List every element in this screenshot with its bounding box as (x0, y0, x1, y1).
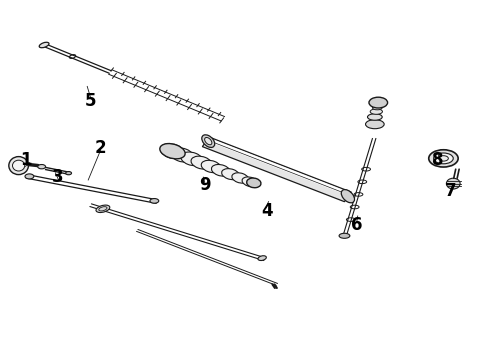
Text: 6: 6 (351, 216, 363, 234)
Ellipse shape (369, 97, 388, 108)
Ellipse shape (39, 42, 49, 48)
Ellipse shape (171, 148, 194, 162)
Ellipse shape (366, 120, 384, 129)
Text: 2: 2 (95, 139, 106, 157)
Ellipse shape (258, 256, 267, 261)
Ellipse shape (9, 157, 28, 175)
Ellipse shape (429, 150, 458, 167)
Ellipse shape (201, 160, 221, 173)
Ellipse shape (25, 174, 34, 179)
Ellipse shape (181, 152, 203, 166)
Ellipse shape (221, 168, 240, 180)
Ellipse shape (370, 109, 383, 114)
Text: 9: 9 (199, 176, 211, 194)
Ellipse shape (439, 156, 448, 161)
Text: 8: 8 (432, 151, 443, 169)
Ellipse shape (191, 156, 212, 169)
Text: 4: 4 (261, 202, 273, 220)
Ellipse shape (96, 205, 110, 212)
Ellipse shape (66, 171, 72, 175)
Ellipse shape (150, 198, 159, 203)
Ellipse shape (160, 144, 185, 159)
Text: 3: 3 (52, 168, 64, 186)
Text: 1: 1 (20, 151, 31, 169)
Ellipse shape (205, 138, 212, 145)
Ellipse shape (13, 160, 24, 171)
Ellipse shape (341, 190, 355, 203)
Ellipse shape (160, 144, 185, 159)
Ellipse shape (242, 177, 258, 187)
Ellipse shape (446, 178, 460, 189)
Ellipse shape (232, 173, 248, 183)
Ellipse shape (38, 165, 46, 169)
Ellipse shape (434, 153, 453, 164)
Ellipse shape (212, 165, 230, 176)
Ellipse shape (202, 135, 215, 148)
Ellipse shape (368, 114, 382, 120)
Ellipse shape (246, 178, 261, 188)
Bar (202, 137, 351, 202)
Ellipse shape (372, 105, 382, 110)
Text: 5: 5 (85, 92, 97, 110)
Text: 7: 7 (445, 182, 457, 200)
Ellipse shape (339, 233, 350, 238)
